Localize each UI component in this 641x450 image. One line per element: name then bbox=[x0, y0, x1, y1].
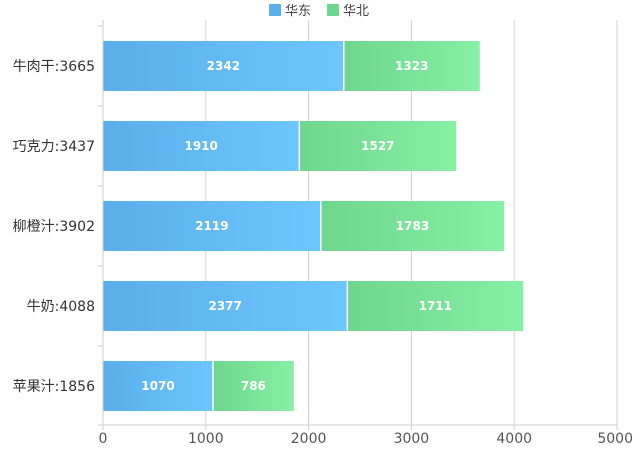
bar-value-label-1-0: 1910 bbox=[184, 139, 217, 153]
bar-3-0[interactable] bbox=[103, 281, 348, 331]
axes: 牛肉干:3665 巧克力:3437 柳橙汁:3902 牛奶:4088 苹果汁:1856 0… bbox=[13, 20, 633, 447]
y-axis-label-2: 柳橙汁:3902 bbox=[13, 218, 95, 235]
bar-2-0[interactable] bbox=[103, 201, 321, 251]
bar-value-label-0-1: 1323 bbox=[395, 59, 428, 73]
bar-0-0[interactable] bbox=[103, 41, 344, 91]
bar-1-0[interactable] bbox=[103, 121, 300, 171]
legend-swatch-1[interactable] bbox=[327, 4, 339, 16]
legend-label-1[interactable]: 华北 bbox=[343, 4, 369, 19]
y-axis-label-1: 巧克力:3437 bbox=[13, 139, 95, 155]
bar-4-1[interactable] bbox=[212, 361, 294, 411]
bar-value-label-3-1: 1711 bbox=[419, 299, 452, 313]
y-axis-label-0: 牛肉干:3665 bbox=[13, 59, 95, 75]
x-tick-label-2: 2000 bbox=[291, 431, 327, 447]
bar-value-label-2-0: 2119 bbox=[195, 219, 228, 233]
x-tick-label-5: 5000 bbox=[597, 431, 633, 447]
bar-4-0[interactable] bbox=[103, 361, 213, 411]
y-axis-label-4: 苹果汁:1856 bbox=[13, 379, 95, 395]
y-axis-label-3: 牛奶:4088 bbox=[27, 299, 95, 315]
bar-1-1[interactable] bbox=[299, 121, 457, 171]
bars: 2342 1323 1910 1527 2119 1783 2377 1711 1070 786 bbox=[103, 41, 524, 411]
bar-value-label-4-0: 1070 bbox=[141, 379, 174, 393]
bar-0-1[interactable] bbox=[343, 41, 480, 91]
x-tick-label-3: 3000 bbox=[394, 431, 430, 447]
bar-value-label-0-0: 2342 bbox=[207, 59, 240, 73]
legend-label-0[interactable]: 华东 bbox=[285, 4, 311, 19]
bar-value-label-2-1: 1783 bbox=[396, 219, 429, 233]
bar-value-label-3-0: 2377 bbox=[208, 299, 241, 313]
x-tick-label-1: 1000 bbox=[188, 431, 224, 447]
bar-2-1[interactable] bbox=[320, 201, 505, 251]
bar-3-1[interactable] bbox=[347, 281, 524, 331]
x-tick-label-0: 0 bbox=[99, 431, 108, 447]
legend-swatch-0[interactable] bbox=[269, 4, 281, 16]
bar-value-label-4-1: 786 bbox=[241, 379, 266, 393]
bar-value-label-1-1: 1527 bbox=[361, 139, 394, 153]
legend: 华东 华北 bbox=[269, 4, 369, 19]
x-tick-label-4: 4000 bbox=[496, 431, 532, 447]
